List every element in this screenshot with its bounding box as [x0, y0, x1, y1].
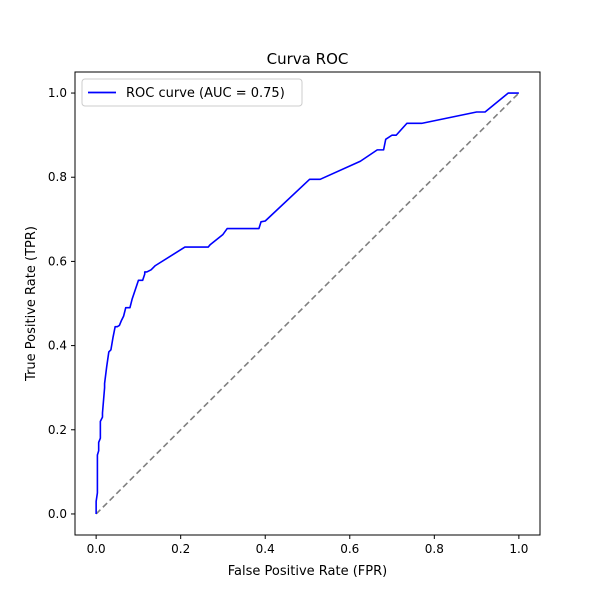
legend-entry-roc: ROC curve (AUC = 0.75) — [126, 86, 285, 101]
roc-curve-line — [95, 92, 519, 514]
y-tick-label: 0.4 — [48, 339, 67, 353]
x-tick-label: 0.6 — [340, 542, 359, 556]
x-axis-label: False Positive Rate (FPR) — [228, 564, 387, 579]
y-tick-label: 1.0 — [48, 86, 67, 100]
y-axis-label: True Positive Rate (TPR) — [24, 226, 39, 382]
x-tick-label: 0.4 — [256, 542, 275, 556]
axes-frame — [74, 71, 541, 536]
y-tick-label: 0.2 — [48, 423, 67, 437]
x-tick-label: 0.2 — [171, 542, 190, 556]
chance-diagonal-line — [95, 92, 520, 515]
series-layer — [95, 92, 520, 515]
x-tick-label: 1.0 — [509, 542, 528, 556]
legend-box — [81, 78, 303, 107]
y-axis-ticks: 0.0 0.2 0.4 0.6 0.8 1.0 — [48, 86, 75, 521]
x-tick-label: 0.8 — [425, 542, 444, 556]
legend: ROC curve (AUC = 0.75) — [81, 78, 303, 107]
y-tick-label: 0.8 — [48, 170, 67, 184]
y-tick-label: 0.0 — [48, 507, 67, 521]
chart-title: Curva ROC — [267, 50, 349, 68]
x-tick-label: 0.0 — [87, 542, 106, 556]
y-tick-label: 0.6 — [48, 254, 67, 268]
x-axis-ticks: 0.0 0.2 0.4 0.6 0.8 1.0 — [87, 535, 528, 556]
